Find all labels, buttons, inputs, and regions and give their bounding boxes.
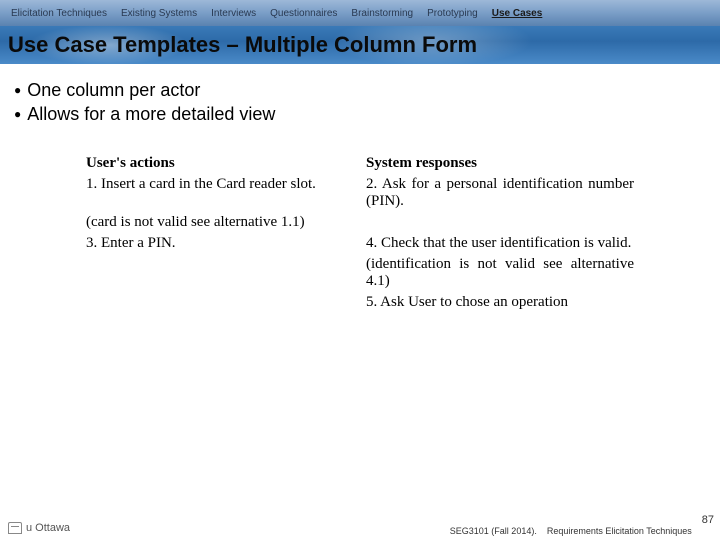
nav-item-interviews[interactable]: Interviews xyxy=(204,8,263,19)
cell-system: 4. Check that the user identification is… xyxy=(360,233,640,254)
cell-system xyxy=(360,212,640,233)
bullet-text: Allows for a more detailed view xyxy=(27,102,275,126)
table-header-row: User's actions System responses xyxy=(80,153,640,174)
cell-system: 5. Ask User to chose an operation xyxy=(360,292,640,313)
slide-footer: SEG3101 (Fall 2014). Requirements Elicit… xyxy=(450,524,714,536)
cell-user: 3. Enter a PIN. xyxy=(80,233,360,254)
table-row: 5. Ask User to chose an operation xyxy=(80,292,640,313)
nav-bar: Elicitation Techniques Existing Systems … xyxy=(0,0,720,26)
bullet-text: One column per actor xyxy=(27,78,200,102)
nav-item-brainstorming[interactable]: Brainstorming xyxy=(344,8,420,19)
usecase-table-wrap: User's actions System responses 1. Inser… xyxy=(80,153,640,313)
nav-item-prototyping[interactable]: Prototyping xyxy=(420,8,485,19)
table-row: 1. Insert a card in the Card reader slot… xyxy=(80,174,640,212)
title-band: Use Case Templates – Multiple Column For… xyxy=(0,26,720,64)
table-row: (identification is not valid see alterna… xyxy=(80,254,640,292)
bullet-item: ● Allows for a more detailed view xyxy=(14,102,706,126)
logo-icon xyxy=(8,522,22,534)
cell-user: (card is not valid see alternative 1.1) xyxy=(80,212,360,233)
cell-user: 1. Insert a card in the Card reader slot… xyxy=(80,174,360,212)
footer-course: SEG3101 (Fall 2014). xyxy=(450,526,537,536)
cell-system: 2. Ask for a personal identification num… xyxy=(360,174,640,212)
nav-item-questionnaires[interactable]: Questionnaires xyxy=(263,8,344,19)
nav-item-existing[interactable]: Existing Systems xyxy=(114,8,204,19)
nav-item-elicitation[interactable]: Elicitation Techniques xyxy=(4,8,114,19)
cell-user xyxy=(80,292,360,313)
col-header-system: System responses xyxy=(360,153,640,174)
usecase-table: User's actions System responses 1. Inser… xyxy=(80,153,640,313)
page-number: 87 xyxy=(702,514,714,526)
cell-system: (identification is not valid see alterna… xyxy=(360,254,640,292)
bullet-list: ● One column per actor ● Allows for a mo… xyxy=(0,64,720,127)
table-row: 3. Enter a PIN. 4. Check that the user i… xyxy=(80,233,640,254)
logo-text: u Ottawa xyxy=(26,522,70,534)
footer-topic: Requirements Elicitation Techniques xyxy=(547,526,692,536)
bullet-icon: ● xyxy=(14,106,21,122)
page-title: Use Case Templates – Multiple Column For… xyxy=(8,32,477,58)
bullet-icon: ● xyxy=(14,82,21,98)
col-header-user: User's actions xyxy=(80,153,360,174)
table-row: (card is not valid see alternative 1.1) xyxy=(80,212,640,233)
cell-user xyxy=(80,254,360,292)
nav-item-usecases[interactable]: Use Cases xyxy=(485,8,550,19)
bullet-item: ● One column per actor xyxy=(14,78,706,102)
university-logo: u Ottawa xyxy=(8,522,70,534)
